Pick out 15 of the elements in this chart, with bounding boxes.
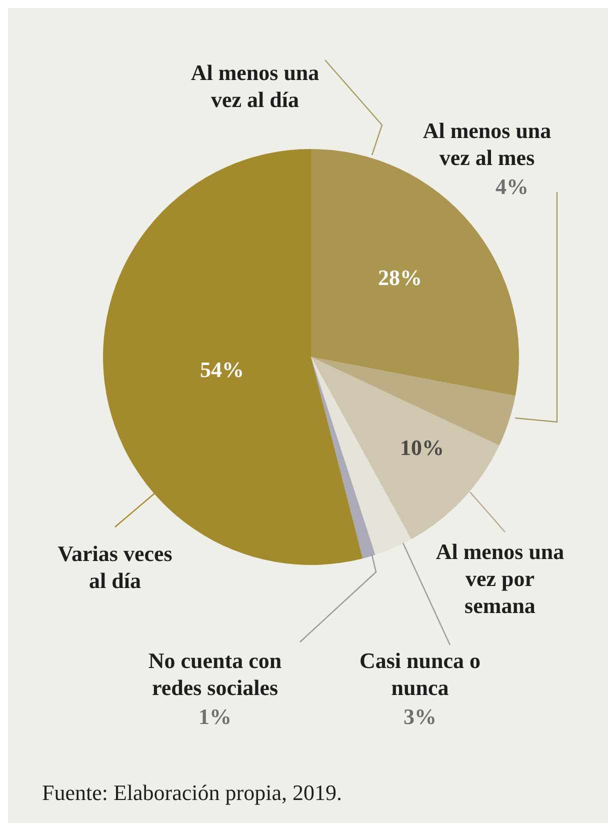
slice-label: Al menos una vez al mes [422, 118, 552, 170]
slice-label: Casi nunca o nunca [359, 648, 481, 700]
data-label: 54% [200, 357, 244, 382]
slice-label: No cuenta con redes sociales [148, 648, 282, 700]
data-label: 10% [400, 435, 444, 460]
slice-label: Varias veces al día [58, 541, 173, 593]
slice-label: Al menos una vez al día [190, 60, 320, 112]
source-note: Fuente: Elaboración propia, 2019. [42, 780, 342, 805]
pie-slice [311, 357, 500, 540]
data-label: 4% [496, 174, 528, 199]
data-label: 3% [404, 704, 436, 729]
data-label: 1% [198, 704, 232, 729]
data-label: 28% [378, 265, 422, 290]
slice-label: Al menos una vez por semana [436, 539, 564, 618]
pie-slice [311, 357, 376, 558]
